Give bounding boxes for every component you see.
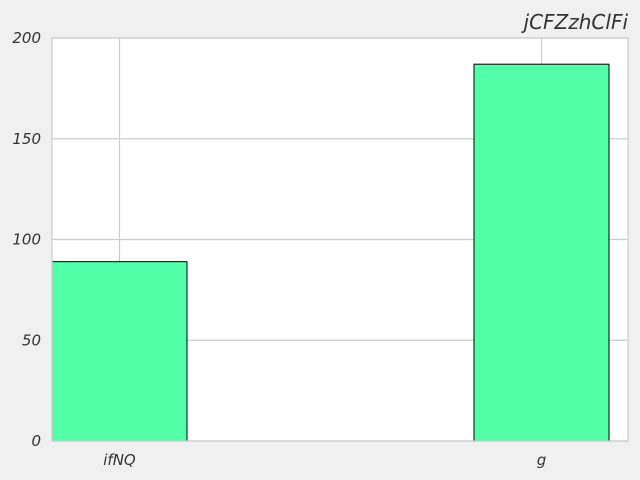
bar-ifNQ	[51, 261, 188, 442]
x-tick-label: ifNQ	[103, 451, 136, 469]
bar-g	[473, 63, 610, 442]
bars	[51, 63, 610, 442]
x-axis-ticks: ifNQ g	[103, 451, 546, 469]
y-tick-label: 50	[22, 331, 41, 349]
chart-title: jCFZzhClFi	[521, 10, 629, 34]
x-tick-label: g	[537, 451, 547, 469]
y-tick-label: 0	[31, 432, 41, 450]
y-tick-label: 100	[12, 231, 41, 249]
y-axis-ticks: 0 50 100 150 200	[12, 29, 41, 450]
plot-frame	[51, 37, 629, 442]
y-tick-label: 200	[12, 29, 41, 47]
y-tick-label: 150	[12, 130, 41, 148]
